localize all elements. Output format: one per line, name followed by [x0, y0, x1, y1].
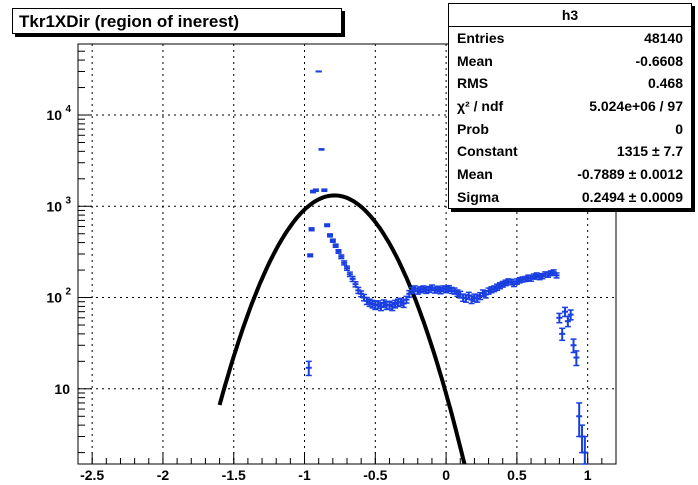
x-tick-label: -2 — [157, 467, 170, 483]
stats-box: h3 Entries 48140 Mean -0.6608 RMS 0.468 χ² / n… — [448, 3, 692, 209]
data-point — [567, 309, 574, 321]
stats-value: 0.2494 ± 0.0009 — [581, 188, 683, 205]
data-point — [329, 238, 336, 243]
stats-value: 48140 — [644, 30, 683, 46]
data-point — [312, 188, 319, 193]
stats-row: RMS 0.468 — [449, 72, 691, 95]
data-point — [305, 360, 312, 377]
x-tick-label: 1 — [584, 467, 592, 483]
data-point — [332, 243, 339, 249]
data-point — [556, 312, 563, 324]
stats-label: Mean — [457, 52, 493, 69]
stats-value: 0 — [675, 120, 683, 137]
x-tick-label: -2.5 — [80, 467, 104, 483]
y-tick-exponent: 4 — [65, 104, 71, 115]
data-point — [581, 435, 588, 465]
gaussian-fit-curve — [217, 193, 467, 465]
stats-value: 1315 ± 7.7 — [616, 143, 683, 160]
y-tick-label: 10 — [46, 107, 62, 123]
stats-row: Sigma 0.2494 ± 0.0009 — [449, 186, 691, 209]
gaussian-fit — [217, 193, 467, 465]
data-point — [344, 265, 350, 272]
data-point — [338, 254, 345, 260]
data-point — [349, 275, 356, 283]
x-tick-label: -1.5 — [222, 467, 246, 483]
y-tick-label: 10 — [46, 198, 62, 214]
stats-row: Constant 1315 ± 7.7 — [449, 140, 691, 163]
stats-label: Entries — [457, 30, 505, 46]
x-tick-label: 0.5 — [507, 467, 527, 483]
stats-row: Prob 0 — [449, 118, 691, 141]
y-tick-exponent: 3 — [65, 195, 71, 206]
stats-value: -0.7889 ± 0.0012 — [577, 166, 683, 183]
data-point — [573, 350, 580, 367]
y-tick-exponent: 2 — [65, 287, 71, 298]
stats-value: -0.6608 — [635, 52, 683, 69]
data-point — [327, 233, 334, 238]
stats-title: h3 — [449, 4, 691, 27]
stats-label: RMS — [457, 75, 489, 92]
data-point — [562, 306, 569, 318]
x-tick-label: -0.5 — [363, 467, 387, 483]
data-point — [315, 70, 322, 73]
stats-value: 0.468 — [647, 75, 683, 92]
stats-label: χ² / ndf — [457, 98, 504, 115]
data-point — [324, 223, 331, 228]
data-point — [335, 248, 342, 254]
data-point — [553, 272, 560, 279]
y-tick-label: 10 — [46, 290, 62, 306]
data-point — [341, 260, 348, 266]
data-point — [308, 227, 315, 232]
data-point — [559, 327, 566, 342]
stats-label: Prob — [457, 120, 489, 137]
x-axis: -2.5 -2 -1.5 -1 -0.5 0 0.5 1 — [77, 452, 617, 483]
data-point — [307, 253, 314, 258]
data-point — [318, 148, 325, 151]
stats-row: χ² / ndf 5.024e+06 / 97 — [449, 95, 691, 118]
chart-title: Tkr1XDir (region of inerest) — [12, 8, 342, 34]
stats-label: Mean — [457, 166, 493, 183]
y-tick-label: 10 — [54, 381, 70, 397]
stats-row: Entries 48140 — [449, 27, 691, 50]
x-tick-label: -1 — [298, 467, 311, 483]
stats-row: Mean -0.6608 — [449, 50, 691, 73]
stats-label: Sigma — [457, 188, 500, 205]
stats-value: 5.024e+06 / 97 — [589, 98, 683, 115]
stats-row: Mean -0.7889 ± 0.0012 — [449, 163, 691, 186]
stats-label: Constant — [457, 143, 518, 160]
data-point — [321, 188, 328, 193]
x-tick-label: 0 — [442, 467, 450, 483]
data-point — [564, 315, 571, 328]
grid-lines — [78, 44, 616, 464]
data-points — [305, 70, 588, 465]
